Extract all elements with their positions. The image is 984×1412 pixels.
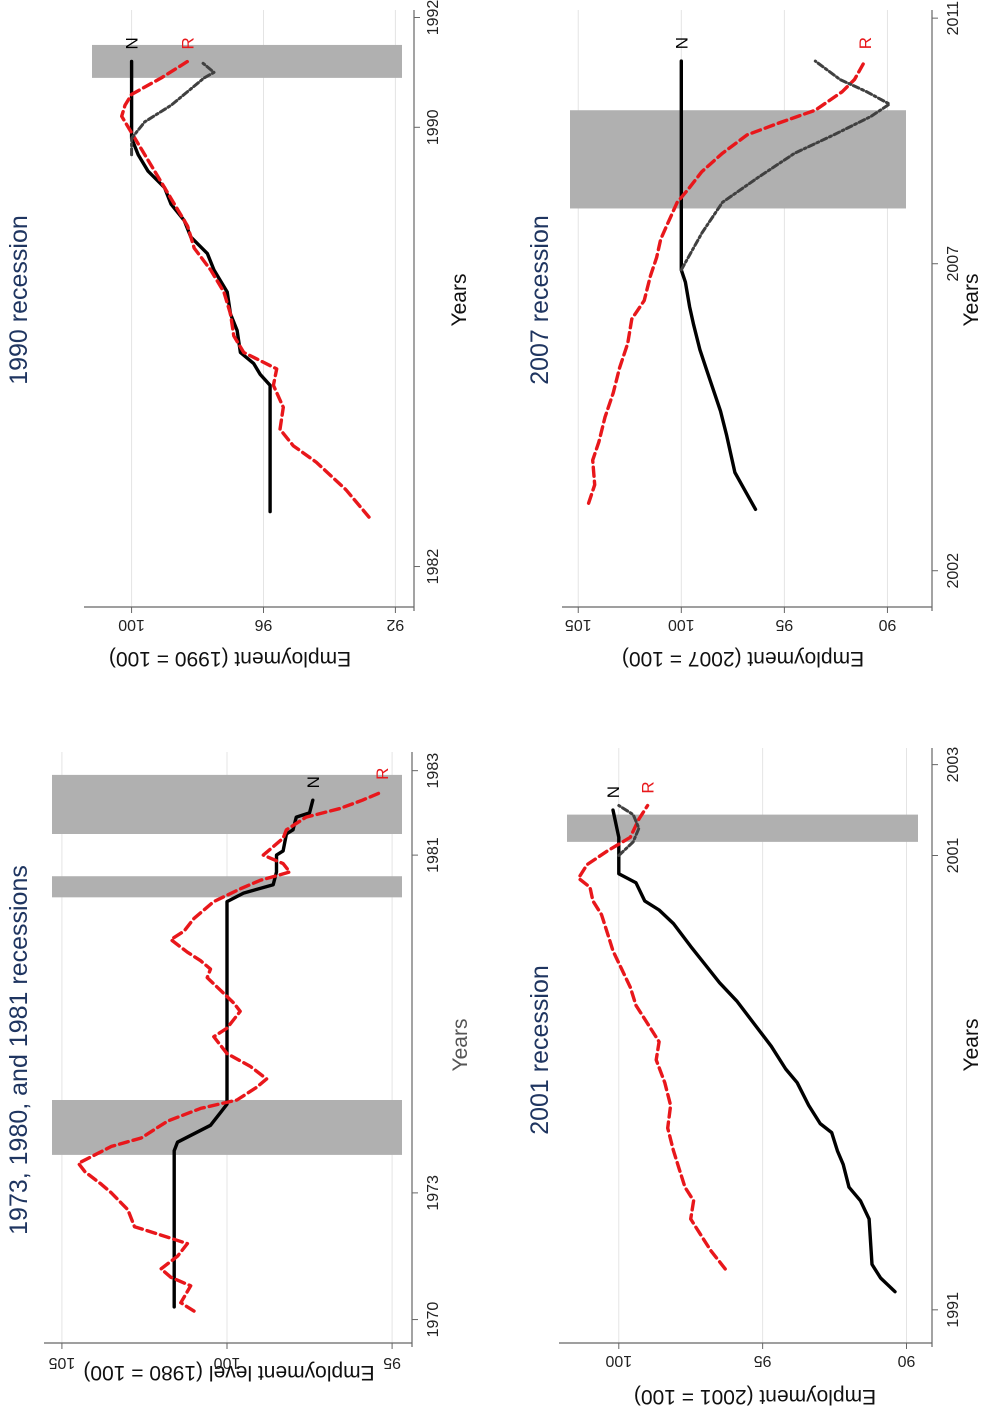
value-tick-label-r1973-95: 95 [383, 1354, 401, 1371]
time-tick-label-r1973-1981: 1981 [425, 837, 442, 873]
time-tick-label-r1990-1992: 1992 [425, 0, 442, 35]
value-tick-label-r1973-105: 105 [48, 1354, 75, 1371]
value-tick-label-r1973-100: 100 [214, 1354, 241, 1371]
series-line-r1990-N-0 [129, 59, 272, 514]
time-tick-label-r1973-1983: 1983 [425, 753, 442, 789]
value-tick-label-r2001-100: 100 [605, 1352, 632, 1369]
panel-1973: 95 100 105 1970 1973 1981 1983 N R Employment le… [5, 752, 472, 1384]
value-tick-label-r2001-95: 95 [754, 1352, 772, 1369]
recession-band-r1973-2 [52, 774, 402, 834]
value-tick-label-r2007-95: 95 [775, 616, 793, 633]
time-tick-label-r2001-1991: 1991 [945, 1292, 962, 1328]
time-tick-label-r2001-2001: 2001 [945, 838, 962, 874]
panel-2001: 90 95 100 1991 2001 2003 N R Employment (2001 =… [526, 747, 983, 1408]
series-label-r1973-N: N [304, 776, 323, 788]
xlabel-1990: Years [448, 274, 471, 327]
series-line-r2001-R-1 [576, 803, 727, 1271]
series-label-r2001-R: R [639, 781, 658, 793]
series-line-r2007-R-1 [586, 59, 867, 505]
series-line-r1990-R-1 [119, 59, 371, 519]
series-line-r2001-N-0 [611, 808, 897, 1294]
time-tick-label-r2007-2007: 2007 [945, 246, 962, 282]
value-tick-label-r2007-100: 100 [668, 616, 695, 633]
ylabel-1973: Employment level (1980 = 100) [83, 1361, 374, 1384]
plot-area-2007: 90 95 100 105 2002 2007 2011 N R [562, 1, 962, 633]
time-tick-label-r2007-2002: 2002 [945, 553, 962, 589]
panel-2007: 90 95 100 105 2002 2007 2011 N R Employment (200… [526, 1, 983, 670]
ylabel-2001: Employment (2001 = 100) [634, 1385, 876, 1408]
time-tick-label-r1973-1970: 1970 [425, 1302, 442, 1338]
series-label-r2007-N: N [672, 37, 691, 49]
time-tick-label-r1990-1990: 1990 [425, 109, 442, 145]
plot-area-1990: 92 96 100 1982 1990 1992 N R [84, 0, 442, 633]
time-tick-label-r2001-2003: 2003 [945, 747, 962, 783]
time-tick-label-r1973-1973: 1973 [425, 1175, 442, 1211]
title-1973: 1973, 1980, and 1981 recessions [5, 865, 33, 1235]
series-line-r2001-dotted-2 [617, 804, 641, 857]
recession-band-r1973-0 [52, 1100, 402, 1155]
series-label-r2007-R: R [856, 37, 875, 49]
series-label-r1990-R: R [179, 37, 198, 49]
recession-band-r2001-0 [567, 814, 918, 842]
series-line-r2007-dotted-2 [679, 59, 891, 272]
series-label-r2001-N: N [604, 786, 623, 798]
title-2007: 2007 recession [526, 215, 554, 385]
panel-1990: 92 96 100 1982 1990 1992 N R Employment (1990 =… [5, 0, 471, 670]
series-label-r1990-N: N [123, 37, 142, 49]
series-line-r1990-dotted-2 [130, 59, 216, 157]
xlabel-1973: Years [449, 1019, 472, 1072]
time-tick-label-r2007-2011: 2011 [945, 1, 962, 36]
series-line-r1973-N-0 [172, 798, 315, 1309]
ylabel-1990: Employment (1990 = 100) [109, 647, 351, 670]
recession-band-r1990-0 [92, 44, 402, 78]
series-line-r1973-R-1 [76, 790, 384, 1313]
title-1990: 1990 recession [5, 215, 33, 385]
title-2001: 2001 recession [526, 965, 554, 1135]
series-label-r1973-R: R [373, 768, 392, 780]
xlabel-2001: Years [960, 1019, 983, 1072]
value-tick-label-r2007-105: 105 [565, 616, 592, 633]
ylabel-2007: Employment (2007 = 100) [622, 647, 864, 670]
xlabel-2007: Years [960, 274, 983, 327]
value-tick-label-r1990-100: 100 [118, 616, 145, 633]
value-tick-label-r2001-90: 90 [897, 1352, 915, 1369]
time-tick-label-r1990-1982: 1982 [425, 549, 442, 585]
value-tick-label-r1990-92: 92 [386, 616, 404, 633]
plot-area-2001: 90 95 100 1991 2001 2003 N R [559, 747, 962, 1369]
value-tick-label-r1990-96: 96 [254, 616, 272, 633]
series-line-r2007-N-0 [679, 59, 758, 511]
recession-band-r1973-1 [52, 876, 402, 898]
value-tick-label-r2007-90: 90 [878, 616, 896, 633]
plot-area-1973: 95 100 105 1970 1973 1981 1983 N R [44, 752, 442, 1371]
